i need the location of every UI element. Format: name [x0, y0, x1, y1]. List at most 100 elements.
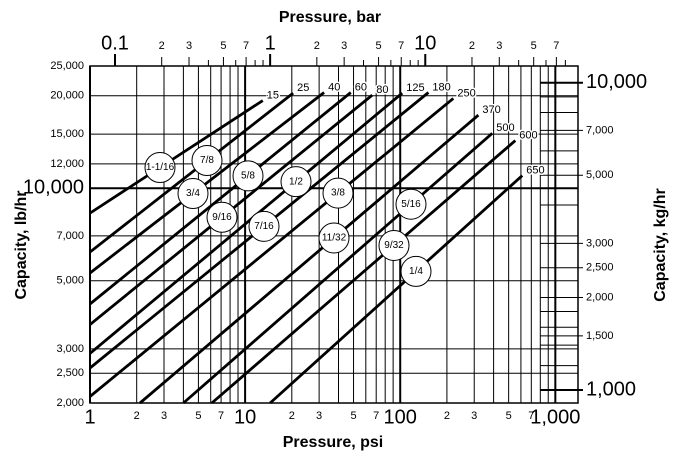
- pressure-limit-label: 370: [482, 104, 500, 116]
- x-tick-label: 3: [316, 410, 322, 422]
- pressure-limit-label: 650: [526, 164, 544, 176]
- orifice-label: 7/16: [254, 221, 274, 232]
- y-axis-title: Capacity, lb/hr: [13, 190, 30, 299]
- pressure-limit-label: 40: [328, 81, 340, 93]
- orifice-badge: [177, 178, 209, 210]
- y2-tick-label: 2,500: [586, 262, 614, 274]
- y2-tick-label: 7,000: [586, 124, 614, 136]
- orifice-label: 1/2: [289, 176, 303, 187]
- orifice-badge: [232, 160, 264, 192]
- y2-tick-label: 3,000: [586, 237, 614, 249]
- chart-title: Pressure, bar: [279, 9, 381, 26]
- x2-tick-label: 5: [376, 40, 382, 52]
- capacity-line: [89, 92, 295, 254]
- x-tick-label: 10: [234, 406, 256, 428]
- orifice-label: 1-1/16: [146, 162, 175, 173]
- x-tick-label: 3: [161, 410, 167, 422]
- x-tick-label: 2: [444, 410, 450, 422]
- pressure-limit-label: 180: [432, 81, 450, 93]
- x-tick-label: 2: [289, 410, 295, 422]
- y-tick-label: 5,000: [56, 275, 84, 287]
- orifice-badge: [206, 201, 238, 233]
- x2-tick-label: 3: [496, 40, 502, 52]
- orifice-label: 5/8: [241, 170, 255, 181]
- x2-tick-label: 2: [469, 40, 475, 52]
- capacity-line: [210, 139, 517, 405]
- orifice-badge: [318, 222, 350, 254]
- y-tick-label: 2,000: [56, 397, 84, 409]
- capacity-line: [182, 132, 494, 405]
- orifice-label: 9/32: [384, 240, 404, 251]
- orifice-badge: [191, 145, 223, 177]
- x2-tick-label: 5: [531, 40, 537, 52]
- capacity-line: [89, 91, 352, 306]
- x2-tick-label: 2: [159, 40, 165, 52]
- y2-tick-label: 10,000: [586, 71, 647, 93]
- x2-tick-label: 7: [243, 40, 249, 52]
- x-tick-label: 7: [528, 410, 534, 422]
- pressure-limit-label: 500: [496, 122, 514, 134]
- capacity-line: [89, 97, 455, 398]
- y2-tick-label: 1,000: [586, 378, 636, 400]
- y-tick-label: 15,000: [50, 128, 84, 140]
- x-tick-label: 5: [350, 410, 356, 422]
- orifice-badge: [280, 166, 312, 198]
- y2-axis-title: Capacity, kg/hr: [652, 188, 669, 302]
- orifice-label: 1/4: [409, 266, 423, 277]
- x-tick-label: 3: [471, 410, 477, 422]
- orifice-badge: [400, 255, 432, 287]
- orifice-label: 9/16: [212, 212, 232, 223]
- x-tick-label: 2: [134, 410, 140, 422]
- x-tick-label: 7: [373, 410, 379, 422]
- x-tick-label: 7: [218, 410, 224, 422]
- pressure-limit-label: 15: [267, 89, 279, 101]
- y-tick-label: 3,000: [56, 343, 84, 355]
- x2-tick-label: 0.1: [101, 32, 129, 54]
- y-tick-label: 25,000: [50, 60, 84, 72]
- orifice-badge: [322, 177, 354, 209]
- x-tick-label: 5: [506, 410, 512, 422]
- x-tick-label: 5: [195, 410, 201, 422]
- plot-frame: [89, 65, 579, 404]
- x2-tick-label: 5: [220, 40, 226, 52]
- pressure-limit-label: 80: [376, 84, 388, 96]
- pressure-limit-label: 600: [519, 129, 537, 141]
- y-tick-label: 7,000: [56, 230, 84, 242]
- x2-tick-label: 2: [314, 40, 320, 52]
- y-tick-label: 12,000: [50, 158, 84, 170]
- pressure-limit-label: 25: [297, 82, 309, 94]
- x2-tick-label: 7: [398, 40, 404, 52]
- x-tick-label: 100: [384, 406, 417, 428]
- y2-tick-label: 2,000: [586, 291, 614, 303]
- orifice-badge: [395, 188, 427, 220]
- capacity-line: [89, 92, 404, 355]
- x2-tick-label: 10: [414, 32, 436, 54]
- capacity-line: [139, 114, 480, 405]
- y-tick-label: 20,000: [50, 90, 84, 102]
- orifice-label: 5/16: [401, 199, 421, 210]
- y2-tick-label: 5,000: [586, 169, 614, 181]
- x-axis-title: Pressure, psi: [283, 434, 384, 451]
- x2-tick-label: 3: [341, 40, 347, 52]
- orifice-badge: [248, 210, 280, 242]
- pressure-limit-label: 60: [355, 81, 367, 93]
- orifice-badge: [144, 152, 176, 184]
- x-tick-label: 1: [84, 406, 95, 428]
- x2-tick-label: 7: [553, 40, 559, 52]
- pressure-limit-label: 125: [406, 82, 424, 94]
- orifice-label: 3/8: [331, 188, 345, 199]
- x2-tick-label: 3: [186, 40, 192, 52]
- pressure-limit-label: 250: [457, 87, 475, 99]
- orifice-badge: [378, 229, 410, 261]
- y-tick-label: 10,000: [23, 177, 84, 199]
- x2-tick-label: 1: [265, 32, 276, 54]
- orifice-label: 7/8: [200, 155, 214, 166]
- capacity-line: [269, 174, 524, 405]
- capacity-line: [89, 91, 325, 275]
- orifice-label: 11/32: [322, 233, 347, 244]
- y2-tick-label: 1,500: [586, 330, 614, 342]
- x-tick-label: 1,000: [530, 406, 580, 428]
- y-tick-label: 2,500: [56, 367, 84, 379]
- capacity-line: [89, 99, 264, 215]
